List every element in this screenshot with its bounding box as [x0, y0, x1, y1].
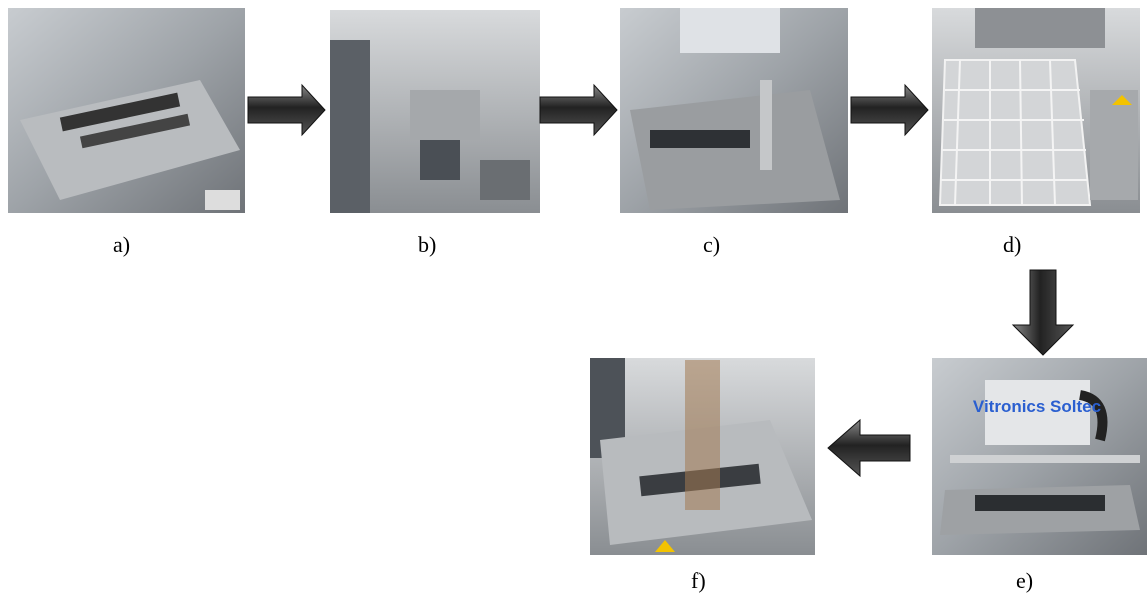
panel-label: a) [113, 232, 130, 257]
figure: Vitronics Soltec a) b) c) d) e) f) [0, 0, 1147, 594]
photo-b [330, 10, 540, 213]
panel-label: f) [691, 568, 706, 593]
arrow-right [248, 85, 325, 135]
panel-label: b) [418, 232, 436, 257]
arrow-left [828, 420, 910, 476]
photo-f [590, 358, 815, 555]
panel-label: c) [703, 232, 720, 257]
photo-c [620, 8, 848, 213]
panel-label: e) [1016, 568, 1033, 593]
arrow-right [851, 85, 928, 135]
photo-e: Vitronics Soltec [932, 358, 1147, 555]
arrow-down [1013, 270, 1073, 355]
photo-a [8, 8, 245, 213]
panel-label: d) [1003, 232, 1021, 257]
page: Vitronics Soltec a) b) c) d) e) f) (() =… [0, 0, 1147, 594]
photo-d [932, 8, 1140, 213]
arrow-right [540, 85, 617, 135]
photo-text: Vitronics Soltec [973, 397, 1101, 416]
